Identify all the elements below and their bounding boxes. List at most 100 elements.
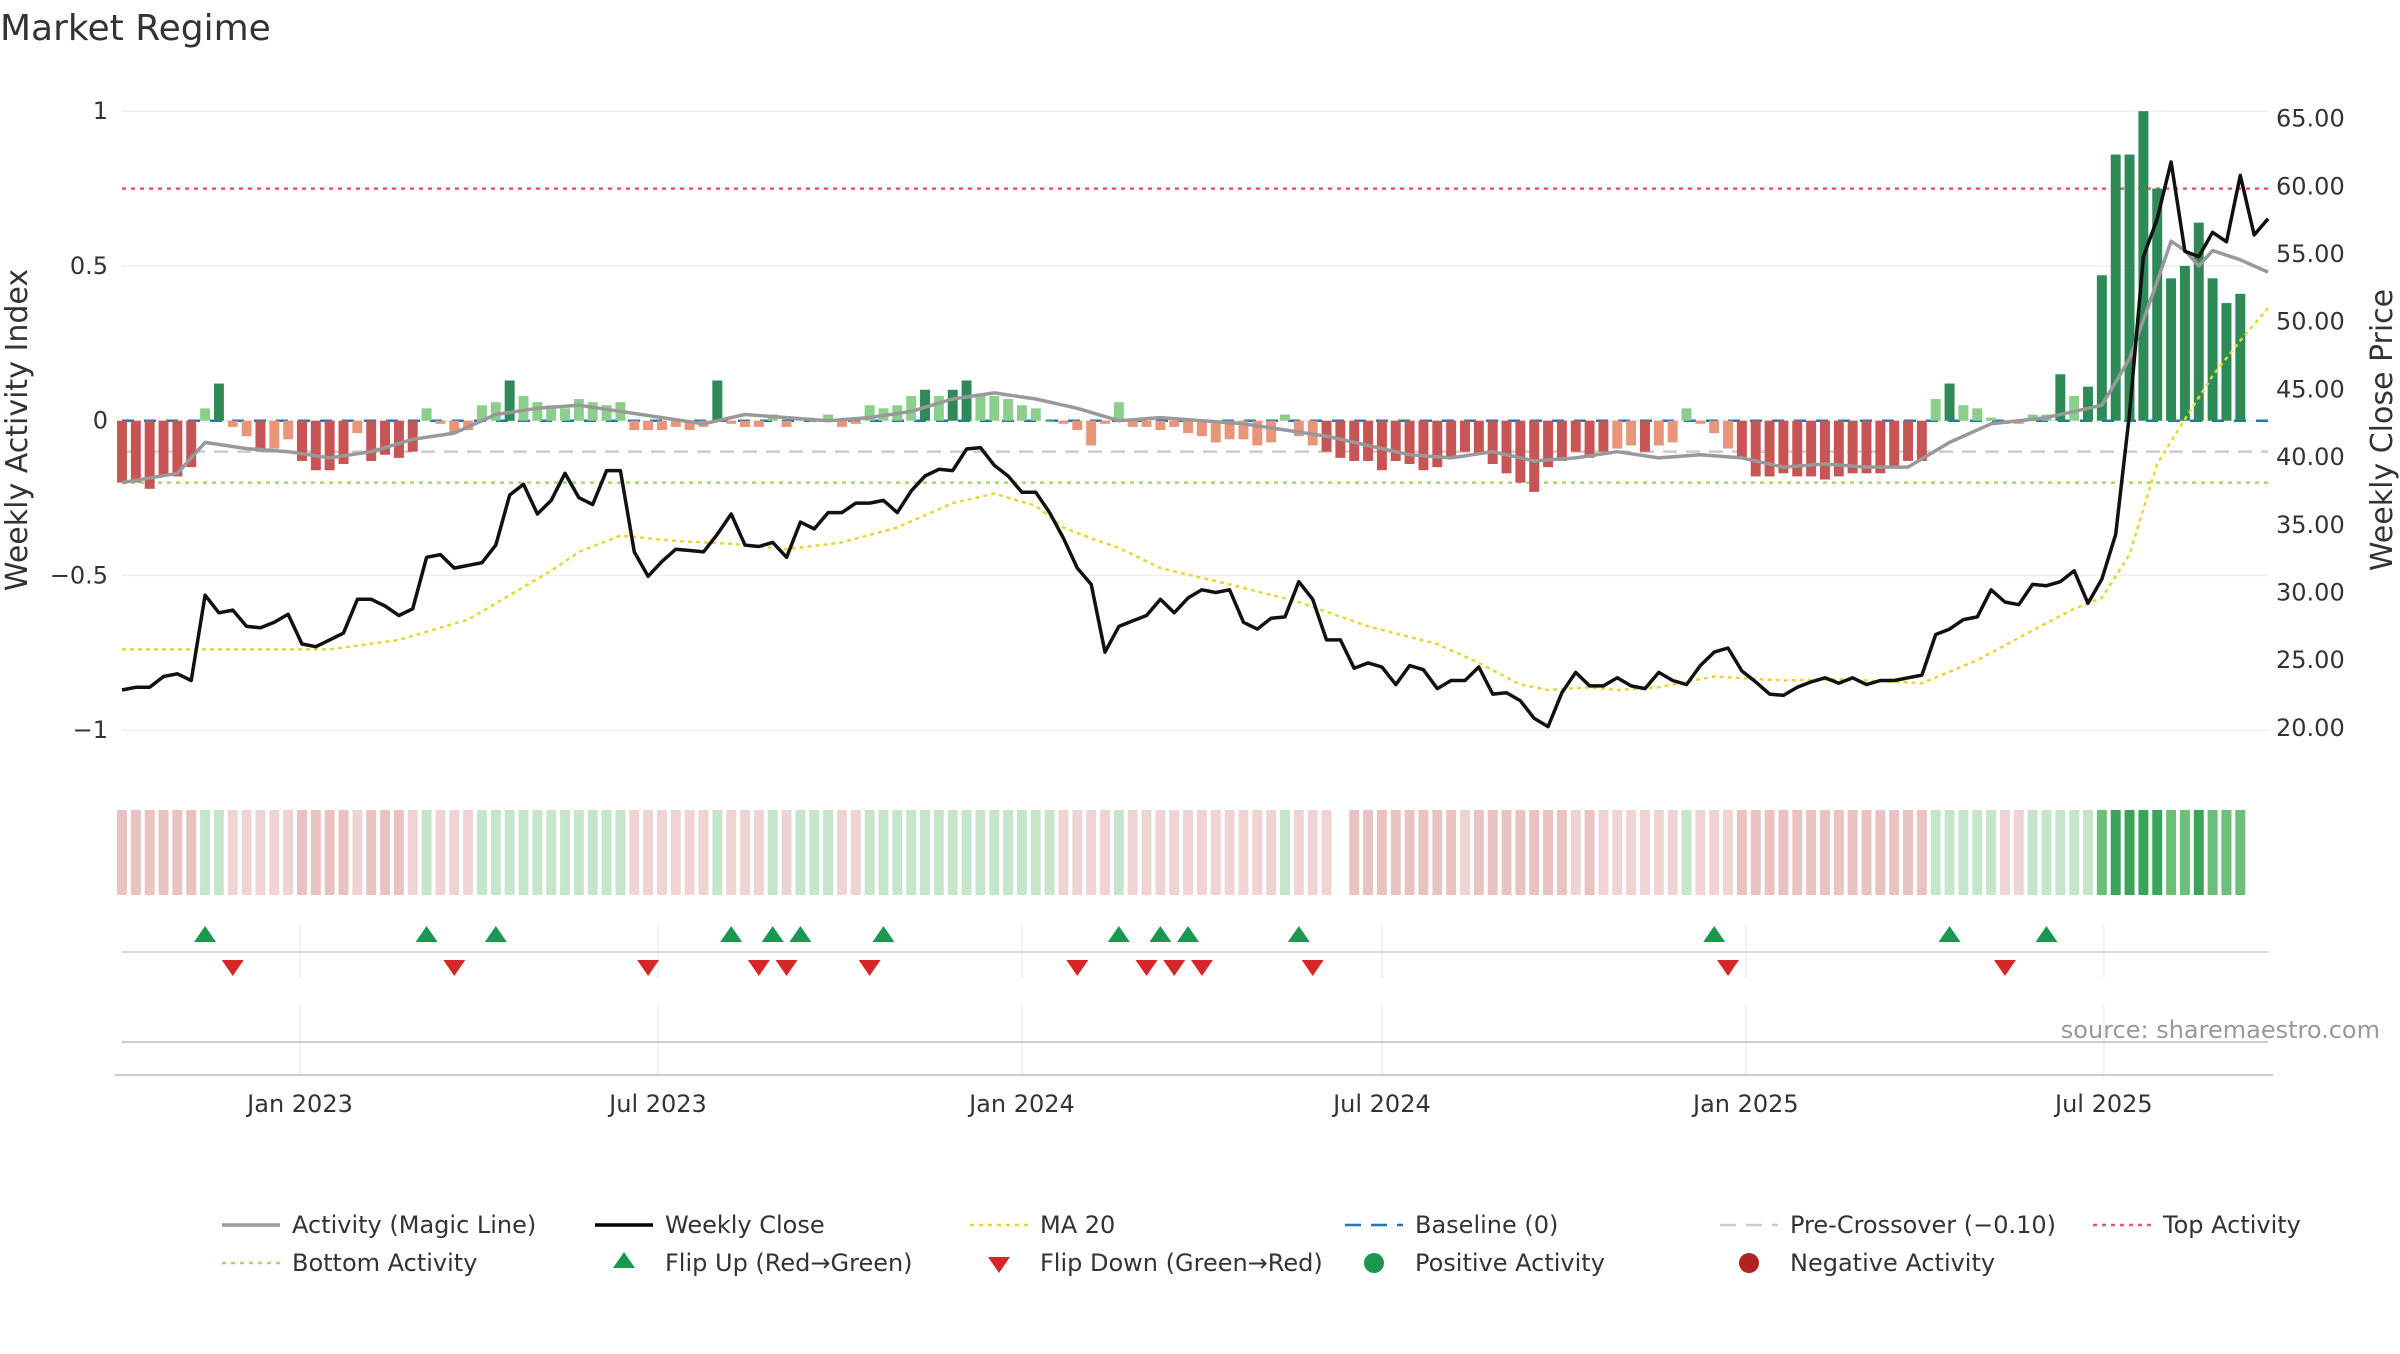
activity-bar bbox=[255, 420, 266, 452]
activity-bar bbox=[587, 402, 598, 421]
right-tick-label: 65.00 bbox=[2276, 105, 2345, 133]
regime-cell bbox=[920, 810, 931, 895]
activity-bar bbox=[560, 408, 571, 421]
regime-cell bbox=[864, 810, 875, 895]
regime-cell bbox=[1003, 810, 1014, 895]
activity-bar bbox=[1418, 420, 1429, 471]
activity-bar bbox=[144, 420, 155, 489]
regime-cell bbox=[1723, 810, 1734, 895]
regime-cell bbox=[1404, 810, 1415, 895]
activity-bar bbox=[1916, 420, 1927, 461]
legend-swatch bbox=[1739, 1253, 1759, 1273]
regime-cell bbox=[1764, 810, 1775, 895]
flip-down-marker bbox=[1163, 960, 1186, 976]
flip-down-marker bbox=[1135, 960, 1158, 976]
regime-cell bbox=[1861, 810, 1872, 895]
activity-bar bbox=[1224, 420, 1235, 440]
regime-cell bbox=[2152, 810, 2163, 895]
regime-cell bbox=[1681, 810, 1692, 895]
activity-bar bbox=[933, 395, 944, 421]
regime-cell bbox=[850, 810, 861, 895]
activity-bar bbox=[172, 420, 183, 477]
regime-cell bbox=[1072, 810, 1083, 895]
regime-cell bbox=[269, 810, 280, 895]
regime-cell bbox=[1086, 810, 1097, 895]
activity-bar bbox=[2207, 278, 2218, 421]
legend-item: MA 20 bbox=[970, 1211, 1115, 1239]
regime-cell bbox=[380, 810, 391, 895]
regime-cell bbox=[753, 810, 764, 895]
activity-bar bbox=[504, 380, 515, 421]
regime-cell bbox=[2207, 810, 2218, 895]
regime-cell bbox=[1224, 810, 1235, 895]
regime-cell bbox=[532, 810, 543, 895]
activity-bar bbox=[629, 420, 640, 430]
regime-cell bbox=[961, 810, 972, 895]
flip-down-marker bbox=[221, 960, 244, 976]
activity-bar bbox=[269, 420, 280, 449]
legend-label: Flip Down (Green→Red) bbox=[1040, 1249, 1323, 1277]
activity-bar bbox=[1598, 420, 1609, 452]
chart-title: Market Regime bbox=[0, 8, 271, 49]
flip-down-marker bbox=[1066, 960, 1089, 976]
activity-bar bbox=[324, 420, 335, 471]
activity-bar bbox=[490, 402, 501, 421]
legend-label: Flip Up (Red→Green) bbox=[665, 1249, 913, 1277]
activity-bar bbox=[1376, 420, 1387, 471]
activity-bar bbox=[1570, 420, 1581, 452]
right-tick-label: 35.00 bbox=[2276, 511, 2345, 539]
activity-bar bbox=[1432, 420, 1443, 468]
right-tick-label: 40.00 bbox=[2276, 443, 2345, 471]
activity-bar bbox=[380, 420, 391, 455]
activity-bar bbox=[1626, 420, 1637, 446]
activity-bar bbox=[1487, 420, 1498, 465]
regime-cell bbox=[476, 810, 487, 895]
regime-cell bbox=[2083, 810, 2093, 895]
activity-bar bbox=[213, 383, 224, 421]
activity-bar bbox=[1155, 420, 1166, 430]
regime-cell bbox=[989, 810, 1000, 895]
activity-bar bbox=[1252, 420, 1263, 446]
right-tick-label: 30.00 bbox=[2276, 579, 2345, 607]
regime-cell bbox=[352, 810, 363, 895]
regime-cell bbox=[740, 810, 751, 895]
regime-cell bbox=[615, 810, 626, 895]
activity-bar bbox=[449, 420, 460, 434]
regime-cell bbox=[809, 810, 820, 895]
regime-cell bbox=[1183, 810, 1194, 895]
activity-bar bbox=[740, 420, 751, 427]
regime-cell bbox=[1515, 810, 1526, 895]
regime-cell bbox=[297, 810, 307, 895]
regime-cell bbox=[1058, 810, 1069, 895]
activity-bar bbox=[781, 420, 792, 427]
regime-cell bbox=[435, 810, 446, 895]
regime-cell bbox=[1529, 810, 1540, 895]
activity-bar bbox=[1612, 420, 1623, 449]
activity-bar bbox=[1806, 420, 1817, 477]
activity-bar bbox=[393, 420, 404, 458]
regime-cell bbox=[933, 810, 944, 895]
regime-cell bbox=[712, 810, 723, 895]
regime-cell bbox=[1446, 810, 1457, 895]
activity-bar bbox=[656, 420, 667, 430]
regime-cell bbox=[310, 810, 321, 895]
regime-cell bbox=[1266, 810, 1277, 895]
regime-cell bbox=[2124, 810, 2135, 895]
regime-cell bbox=[1155, 810, 1166, 895]
activity-bar bbox=[1681, 408, 1692, 421]
activity-bar bbox=[2235, 293, 2246, 421]
regime-cell bbox=[241, 810, 252, 895]
activity-bar bbox=[1667, 420, 1678, 443]
flip-down-marker bbox=[1190, 960, 1213, 976]
activity-bar bbox=[1584, 420, 1595, 458]
regime-cell bbox=[2069, 810, 2080, 895]
regime-cell bbox=[878, 810, 889, 895]
activity-bar bbox=[1889, 420, 1900, 468]
flip-up-marker bbox=[720, 926, 743, 942]
regime-cell bbox=[1487, 810, 1498, 895]
regime-cell bbox=[573, 810, 584, 895]
regime-cell bbox=[1736, 810, 1747, 895]
regime-cell bbox=[1016, 810, 1027, 895]
activity-bar bbox=[1016, 405, 1027, 421]
